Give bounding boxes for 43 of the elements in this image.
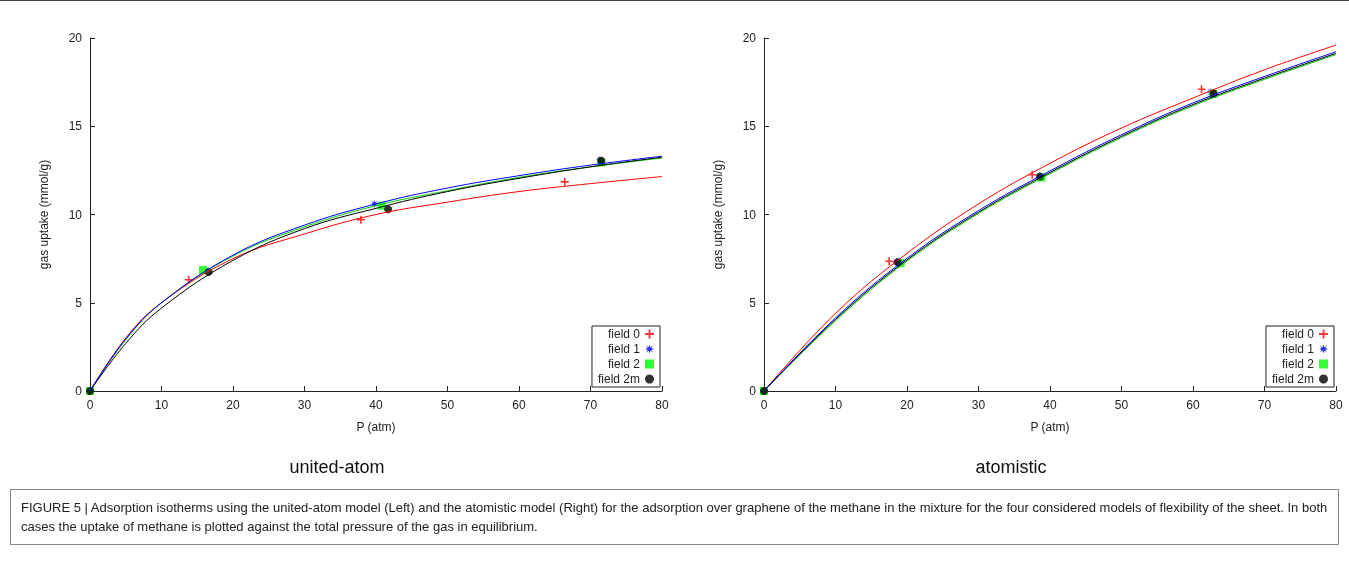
x-axis-title: P (atm) <box>356 420 396 434</box>
y-axis-title: gas uptake (mmol/g) <box>711 159 725 270</box>
x-tick-label: 40 <box>1043 398 1057 412</box>
x-tick-label: 60 <box>1186 398 1200 412</box>
x-tick-label: 10 <box>828 398 843 412</box>
x-tick-label: 10 <box>154 398 169 412</box>
y-tick-label: 0 <box>749 384 757 398</box>
x-tick-label: 0 <box>760 398 768 412</box>
legend-label: field 2 <box>607 357 641 371</box>
y-tick-label: 20 <box>742 31 757 45</box>
y-tick-label: 5 <box>749 295 757 310</box>
y-tick-label: 15 <box>68 119 83 134</box>
y-tick-label: 10 <box>742 207 757 222</box>
x-tick-label: 30 <box>297 398 312 412</box>
caption: FIGURE 5 | Adsorption isotherms using the united-atom model (Left) and the atomistic model (Right) for the adsorption over graphene of the methane in the mixture for the four considered models of flexibility of the sheet. In both cases the uptake of methane is plotted against the total pressure of the gas in equilibrium. <box>10 489 1339 545</box>
x-tick-label: 60 <box>512 398 526 412</box>
x-tick-label: 30 <box>971 398 986 412</box>
y-tick-label: 15 <box>742 119 757 134</box>
x-tick-label: 0 <box>86 398 94 412</box>
legend-label: field 1 <box>1281 342 1315 356</box>
y-tick-label: 10 <box>68 207 83 222</box>
x-tick-label: 20 <box>226 398 240 412</box>
x-axis-title: P (atm) <box>1030 420 1070 434</box>
text: united-atom <box>289 457 385 477</box>
x-tick-label: 50 <box>1114 398 1129 412</box>
x-tick-label: 80 <box>655 398 669 412</box>
text: atomistic <box>975 457 1047 477</box>
x-tick-label: 70 <box>1257 398 1272 412</box>
y-axis-title: gas uptake (mmol/g) <box>37 159 51 270</box>
y-tick-label: 0 <box>75 384 83 398</box>
x-tick-label: 20 <box>900 398 914 412</box>
legend-label: field 0 <box>1281 327 1315 341</box>
y-tick-label: 20 <box>68 31 83 45</box>
x-tick-label: 50 <box>440 398 455 412</box>
legend-label: field 2 <box>1281 357 1315 371</box>
x-tick-label: 40 <box>369 398 383 412</box>
legend-label: field 0 <box>607 327 641 341</box>
legend-label: field 2m <box>597 372 640 386</box>
legend-label: field 2m <box>1271 372 1314 386</box>
y-tick-label: 5 <box>75 295 83 310</box>
x-tick-label: 70 <box>583 398 598 412</box>
x-tick-label: 80 <box>1329 398 1343 412</box>
legend-label: field 1 <box>607 342 641 356</box>
